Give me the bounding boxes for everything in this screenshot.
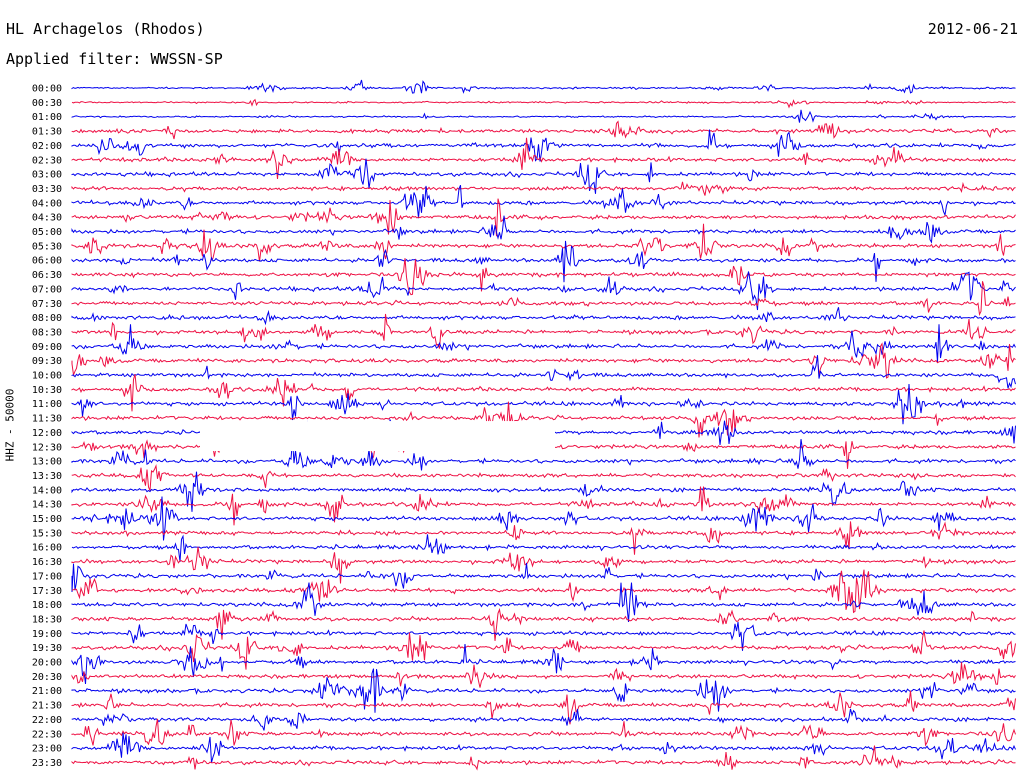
row-label: 23:30 (32, 758, 62, 769)
trace-line (71, 401, 1016, 438)
row-label: 05:00 (32, 227, 62, 238)
row-label: 10:30 (32, 385, 62, 396)
trace-line (71, 463, 1016, 491)
trace-line (71, 708, 1016, 731)
row-label: 04:30 (32, 213, 62, 224)
trace-line (71, 643, 1016, 685)
trace-line (71, 383, 1016, 425)
row-label: 09:30 (32, 356, 62, 367)
row-label: 05:30 (32, 241, 62, 252)
row-label: 07:00 (32, 284, 62, 295)
date-label: 2012-06-21 (927, 20, 1018, 38)
trace-line (71, 745, 1016, 771)
trace-line (71, 181, 1016, 196)
row-label: 03:30 (32, 184, 62, 195)
trace-line (71, 137, 1016, 179)
row-label: 17:30 (32, 586, 62, 597)
trace-line (71, 718, 1016, 747)
trace-line (71, 215, 1016, 244)
trace-line (71, 307, 1016, 326)
row-label: 00:30 (32, 98, 62, 109)
trace-line (71, 582, 1016, 623)
row-label: 18:00 (32, 600, 62, 611)
data-gap (200, 421, 555, 452)
row-label: 16:00 (32, 543, 62, 554)
trace-line (71, 622, 1016, 651)
row-label: 09:00 (32, 342, 62, 353)
row-label: 13:30 (32, 471, 62, 482)
row-label: 20:30 (32, 672, 62, 683)
trace-line (71, 562, 1016, 593)
trace-line (71, 271, 1016, 311)
trace-line (71, 258, 1016, 296)
station-title: HL Archagelos (Rhodos) (6, 20, 205, 38)
row-label: 08:30 (32, 327, 62, 338)
trace-line (71, 662, 1016, 688)
trace-line (71, 342, 1016, 379)
trace-line (71, 607, 1016, 641)
trace-line (71, 79, 1016, 94)
row-label: 14:30 (32, 500, 62, 511)
trace-line (71, 534, 1016, 562)
trace-line (71, 690, 1016, 725)
row-label: 13:00 (32, 457, 62, 468)
trace-line (71, 374, 1016, 412)
trace-line (71, 158, 1016, 194)
row-label: 19:00 (32, 629, 62, 640)
trace-line (71, 120, 1016, 140)
row-label: 11:00 (32, 399, 62, 410)
row-label: 19:30 (32, 643, 62, 654)
filter-label: Applied filter: WWSSN-SP (6, 50, 223, 68)
row-label: 15:00 (32, 514, 62, 525)
row-label: 23:00 (32, 744, 62, 755)
row-label: 03:00 (32, 170, 62, 181)
trace-line (71, 546, 1016, 584)
trace-line (71, 324, 1016, 363)
trace-line (71, 496, 1016, 541)
trace-line (71, 281, 1016, 317)
trace-line (71, 129, 1016, 162)
row-label: 06:00 (32, 256, 62, 267)
trace-line (71, 185, 1016, 219)
row-label: 22:00 (32, 715, 62, 726)
row-label: 22:30 (32, 729, 62, 740)
trace-line (71, 109, 1016, 123)
row-label: 07:30 (32, 299, 62, 310)
trace-line (71, 486, 1016, 526)
trace-line (71, 630, 1016, 670)
row-label: 00:00 (32, 84, 62, 95)
row-label: 16:30 (32, 557, 62, 568)
row-label: 14:00 (32, 485, 62, 496)
row-label: 10:00 (32, 371, 62, 382)
row-label: 02:00 (32, 141, 62, 152)
row-label: 01:30 (32, 127, 62, 138)
row-label: 21:30 (32, 701, 62, 712)
row-label: 12:00 (32, 428, 62, 439)
row-label: 02:30 (32, 155, 62, 166)
row-label: 08:00 (32, 313, 62, 324)
row-label: 06:30 (32, 270, 62, 281)
row-label: 20:00 (32, 658, 62, 669)
row-label: 15:30 (32, 528, 62, 539)
trace-line (71, 521, 1016, 555)
row-label: 01:00 (32, 112, 62, 123)
trace-line (71, 668, 1016, 713)
row-label: 12:30 (32, 442, 62, 453)
trace-line (71, 732, 1016, 763)
trace-line (71, 240, 1016, 283)
row-label: 17:00 (32, 571, 62, 582)
trace-line (71, 471, 1016, 512)
trace-line (71, 98, 1016, 109)
trace-line (71, 198, 1016, 237)
trace-line (71, 313, 1016, 349)
row-label: 18:30 (32, 614, 62, 625)
row-label: 04:00 (32, 198, 62, 209)
trace-line (71, 355, 1016, 389)
trace-line (71, 569, 1016, 614)
trace-line (71, 439, 1016, 471)
row-label: 11:30 (32, 414, 62, 425)
trace-line (71, 223, 1016, 262)
row-label: 21:00 (32, 686, 62, 697)
